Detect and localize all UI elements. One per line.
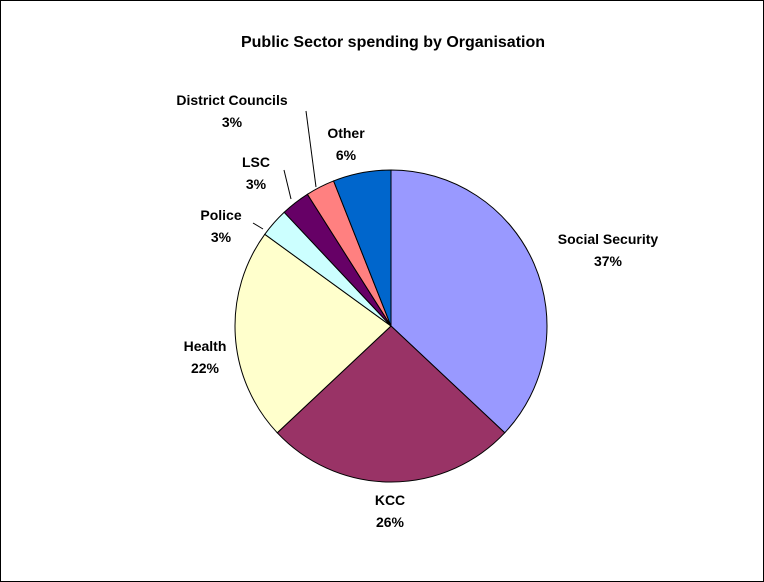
leader-line-district-councils <box>305 110 317 188</box>
slice-label-district-councils: District Councils 3% <box>176 92 287 130</box>
pie-slice-social-security <box>390 169 548 434</box>
pie-slice-health <box>234 233 392 434</box>
pie-slice-kcc <box>276 325 506 483</box>
slice-label-other: Other 6% <box>327 125 365 163</box>
slice-label-social-security: Social Security 37% <box>558 231 659 269</box>
slice-label-police: Police 3% <box>200 207 241 245</box>
pie-slices <box>234 169 548 483</box>
slice-label-lsc: LSC 3% <box>242 154 270 192</box>
pie-slice-other <box>332 169 392 327</box>
leader-line-lsc <box>283 169 292 200</box>
leader-line-police <box>252 222 264 230</box>
slice-label-health: Health 22% <box>184 338 227 376</box>
slice-labels: Social Security 37% KCC 26% Health 22% Police 3… <box>176 92 658 530</box>
slice-label-kcc: KCC 26% <box>375 492 405 530</box>
leader-lines <box>252 110 317 230</box>
chart-title: Public Sector spending by Organisation <box>241 34 545 51</box>
